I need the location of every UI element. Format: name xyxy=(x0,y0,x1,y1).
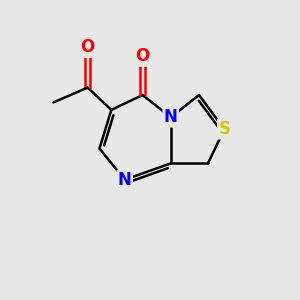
Text: N: N xyxy=(164,108,178,126)
Text: S: S xyxy=(218,120,230,138)
Text: O: O xyxy=(80,38,95,56)
Text: O: O xyxy=(135,47,150,65)
Text: N: N xyxy=(118,171,132,189)
